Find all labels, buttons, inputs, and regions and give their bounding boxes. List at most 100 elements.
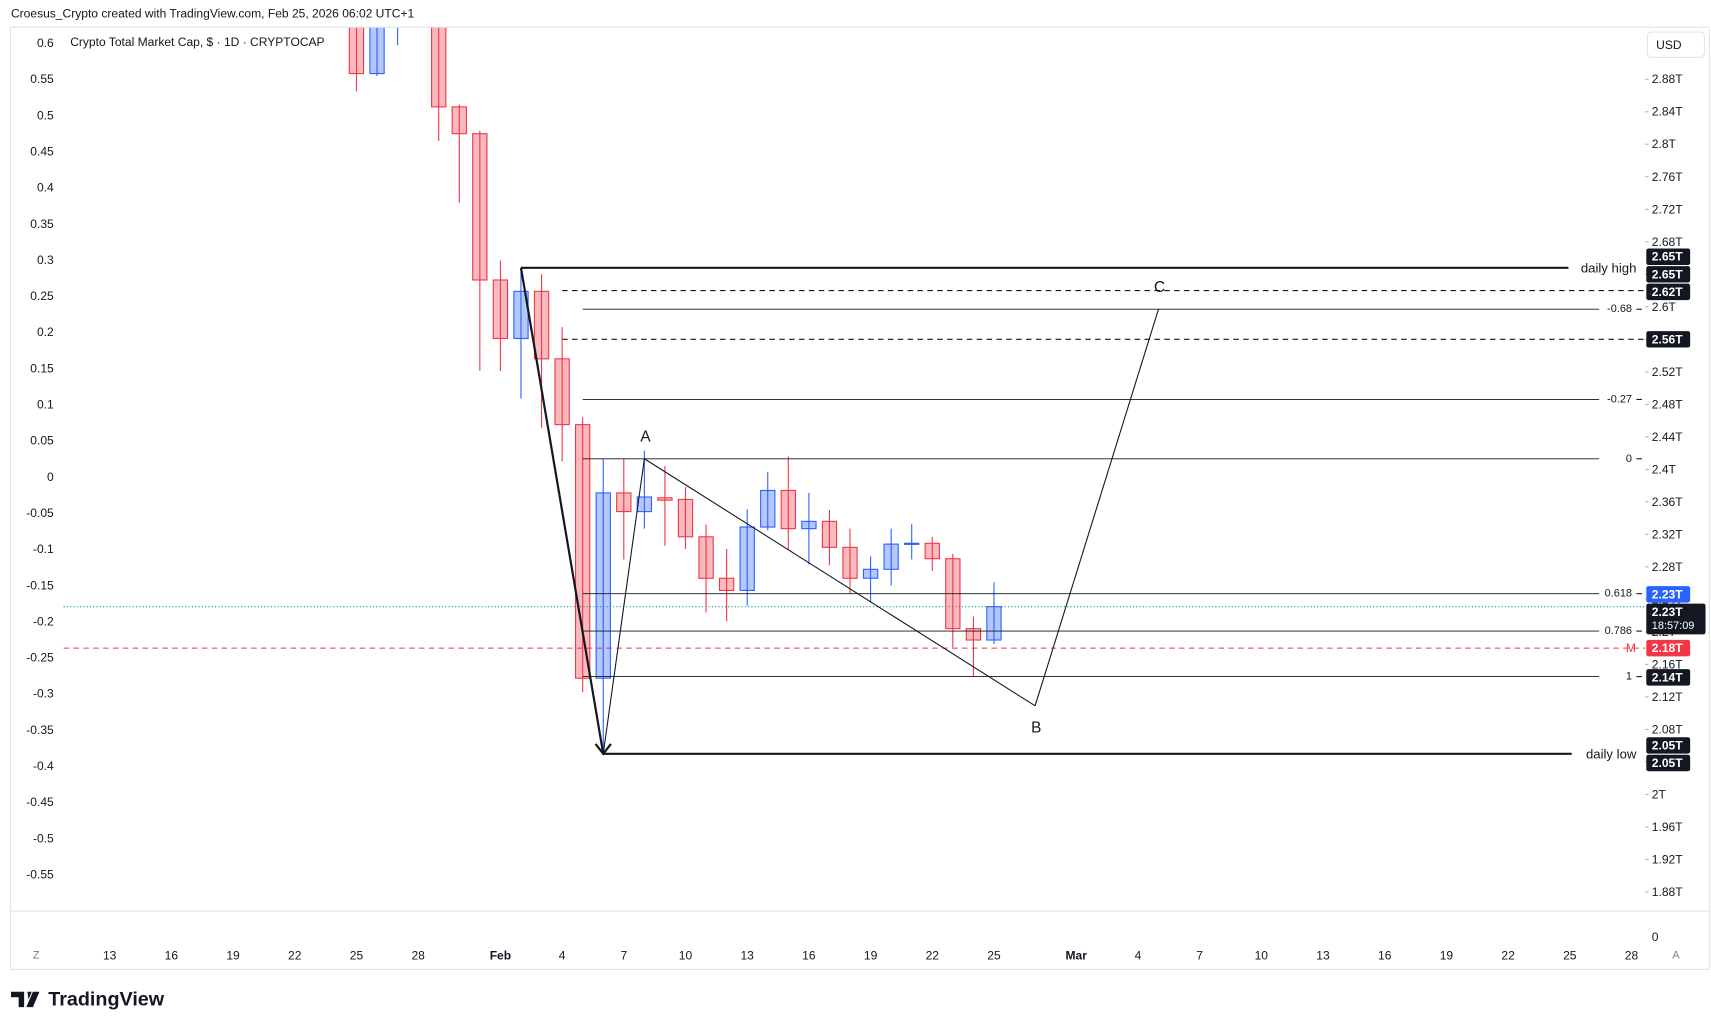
candle-body xyxy=(677,498,694,538)
y-tick-label: 1.88T xyxy=(1652,885,1683,899)
pattern-label: B xyxy=(1031,719,1041,736)
candle-body xyxy=(718,577,735,591)
price-label-box xyxy=(1646,737,1691,754)
price-label: 2.65T xyxy=(1652,250,1683,264)
y2-tick-label: 0.35 xyxy=(30,217,54,231)
x-tick-label: 4 xyxy=(559,949,566,963)
price-label-box xyxy=(1646,331,1691,348)
candle-body xyxy=(739,526,755,591)
x-tick-label: 25 xyxy=(1563,949,1577,963)
price-label: 2.05T xyxy=(1652,756,1683,770)
overlay: 1.88T1.92T1.96T2T2.04T2.08T2.12T2.16T2.2… xyxy=(26,36,1706,963)
price-label: 2.23T xyxy=(1652,605,1683,619)
fib-label: -0.27 xyxy=(1607,393,1632,405)
y2-tick-label: -0.55 xyxy=(26,867,54,881)
y-tick-label: 2.84T xyxy=(1652,105,1683,119)
scale-button[interactable]: A xyxy=(1672,950,1680,962)
y-tick-label: 2.48T xyxy=(1652,397,1683,411)
y2-tick-label: -0.5 xyxy=(33,831,54,845)
candle-body xyxy=(904,542,920,545)
price-marker: M xyxy=(1626,641,1636,655)
brand-name: TradingView xyxy=(48,988,165,1010)
x-tick-label: 25 xyxy=(350,949,364,963)
brand-icon xyxy=(10,991,40,1008)
y2-tick-label: 0 xyxy=(47,470,54,484)
x-tick-label: 22 xyxy=(288,949,302,963)
candle-body xyxy=(348,27,365,75)
candle-body xyxy=(533,290,550,360)
y-tick-label: 2T xyxy=(1652,787,1667,801)
price-label: 2.23T xyxy=(1652,587,1683,601)
y-tick-label: 2.44T xyxy=(1652,430,1683,444)
price-label-box xyxy=(1646,639,1691,657)
y-tick-label: 2.4T xyxy=(1652,462,1677,476)
price-label-box xyxy=(1646,754,1691,772)
price-label: 2.62T xyxy=(1652,285,1683,299)
candle-body xyxy=(554,358,570,426)
pattern-label: C xyxy=(1154,279,1165,296)
candle-body xyxy=(636,496,653,513)
scale-button[interactable]: Z xyxy=(33,950,40,962)
candle-body xyxy=(472,133,488,281)
candle-body xyxy=(492,279,509,340)
x-tick-label: 4 xyxy=(1135,949,1142,963)
y2-tick-label: -0.45 xyxy=(26,795,54,809)
price-label-box xyxy=(1646,266,1691,283)
y2-tick-label: 0.05 xyxy=(30,434,54,448)
y2-tick-label: -0.1 xyxy=(33,542,54,556)
y-tick-label: 2.16T xyxy=(1652,657,1683,671)
pattern-arrowhead xyxy=(594,743,612,756)
x-tick-label: 28 xyxy=(1625,949,1639,963)
y-tick-label: 2.72T xyxy=(1652,202,1683,216)
price-label: 2.56T xyxy=(1652,332,1683,346)
y-tick-label: 2.6T xyxy=(1652,300,1677,314)
x-tick-label: 22 xyxy=(1501,949,1515,963)
brand-logo: TradingView xyxy=(10,988,165,1010)
currency-button[interactable] xyxy=(1646,31,1705,58)
level-label: daily low xyxy=(1586,746,1637,761)
candle-body xyxy=(698,536,714,579)
pattern-line xyxy=(519,267,605,754)
x-tick-label: 13 xyxy=(740,949,754,963)
x-tick-label: 16 xyxy=(802,949,816,963)
x-tick-label: 22 xyxy=(926,949,940,963)
price-label: 2.14T xyxy=(1652,670,1683,684)
pattern-label: A xyxy=(640,428,651,445)
candle-body xyxy=(595,492,611,679)
y-tick-label: 2.52T xyxy=(1652,365,1683,379)
plot-area xyxy=(63,27,1646,756)
x-tick-label: 28 xyxy=(411,949,425,963)
y2-tick-label: 0.6 xyxy=(37,36,54,50)
pattern-line xyxy=(1034,309,1160,706)
x-tick-label: 19 xyxy=(226,949,240,963)
x-tick-label: 19 xyxy=(864,949,878,963)
y2-tick-label: 0.4 xyxy=(37,181,54,195)
symbol-legend: Crypto Total Market Cap, $ · 1D · CRYPTO… xyxy=(70,35,324,49)
price-label: 2.65T xyxy=(1652,267,1683,281)
price-label: 2.18T xyxy=(1652,641,1683,655)
pattern-line xyxy=(644,458,1036,707)
currency-label[interactable]: USD xyxy=(1656,38,1682,52)
x-tick-label: Mar xyxy=(1066,949,1088,963)
price-label-box xyxy=(1646,669,1691,686)
x-tick-label: 10 xyxy=(1255,949,1269,963)
x-tick-label: 19 xyxy=(1440,949,1454,963)
x-tick-label: 16 xyxy=(165,949,179,963)
price-label-box xyxy=(1646,603,1706,635)
x-tick-label: 13 xyxy=(1316,949,1330,963)
candle-body xyxy=(801,520,817,530)
price-label: 2.05T xyxy=(1652,738,1683,752)
candle-body xyxy=(431,27,447,108)
y2-tick-label: -0.15 xyxy=(26,578,54,592)
fib-label: 0.786 xyxy=(1605,625,1632,637)
y-tick-label: 2.28T xyxy=(1652,560,1683,574)
x-tick-label: 25 xyxy=(987,949,1001,963)
y2-tick-label: -0.3 xyxy=(33,687,54,701)
y-tick-label: 2.76T xyxy=(1652,170,1683,184)
y2-tick-label: 0.15 xyxy=(30,361,54,375)
x-tick-label: 13 xyxy=(103,949,117,963)
price-label-box xyxy=(1646,283,1691,301)
y-tick-label: 1.92T xyxy=(1652,852,1683,866)
y-tick-label: 2.32T xyxy=(1652,527,1683,541)
